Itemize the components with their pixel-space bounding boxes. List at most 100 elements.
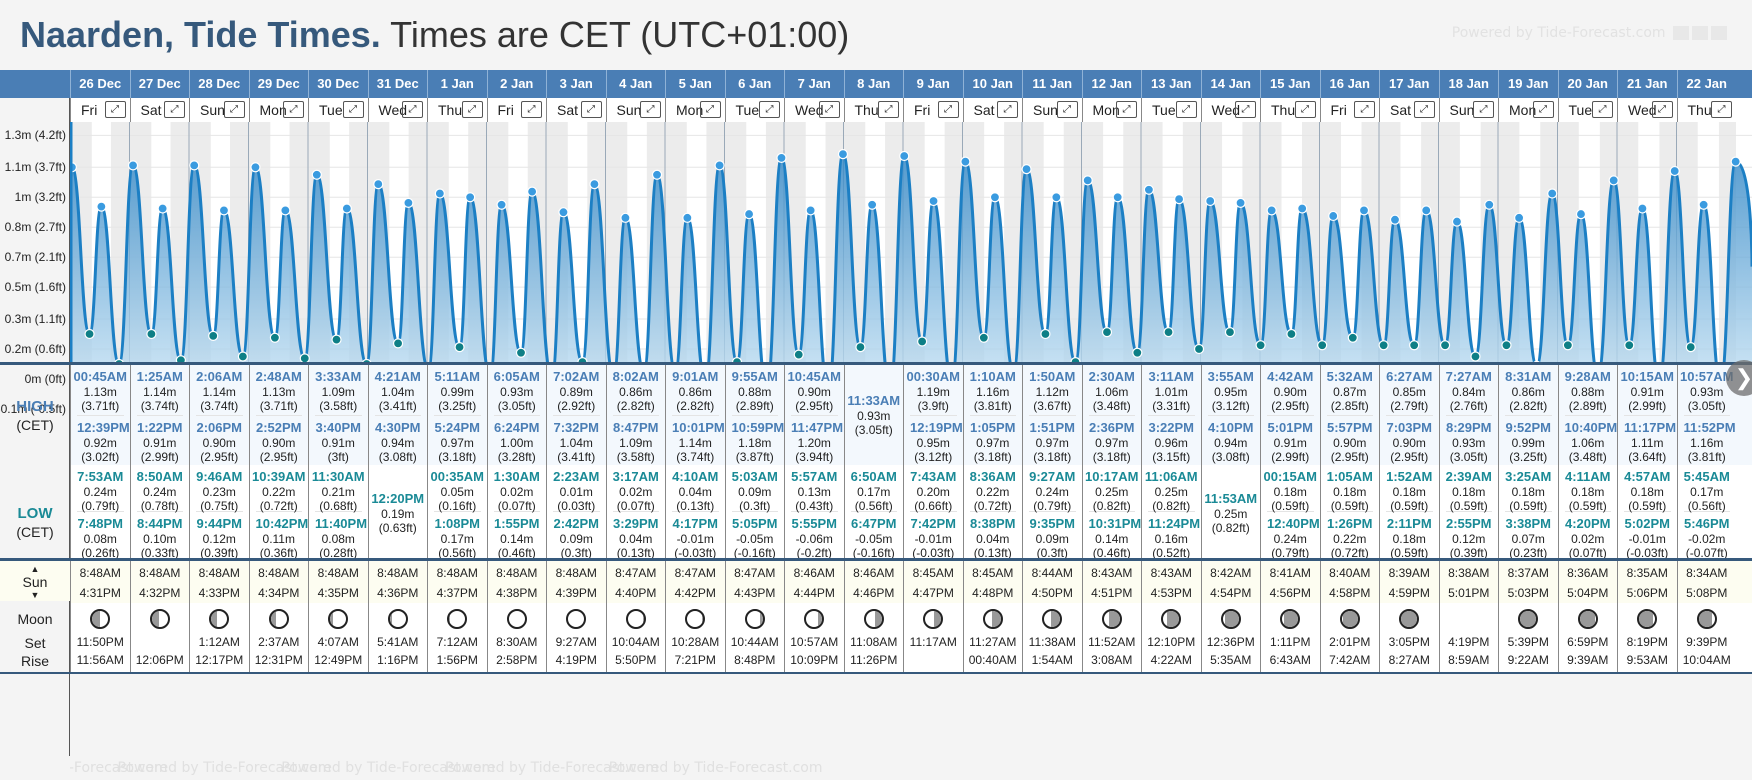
low-tide-time: 7:42PM	[910, 516, 957, 531]
sun-cell: 8:46AM 4:46PM	[843, 561, 904, 603]
powered-by-text: Powered by Tide-Forecast.com	[1451, 25, 1666, 41]
high-tide-height-ft: (3.9ft)	[917, 399, 949, 413]
expand-day-button[interactable]: ⤢	[937, 101, 959, 118]
expand-day-button[interactable]: ⤢	[223, 101, 245, 118]
high-tide-time: 9:55AM	[731, 369, 778, 384]
moon-shade	[151, 611, 159, 627]
low-tide-point	[1439, 340, 1451, 351]
expand-day-button[interactable]: ⤢	[878, 101, 899, 118]
low-tide-height-m: -0.01m	[914, 532, 952, 546]
low-tide-cell: 4:10AM 0.04m (0.13ft) 4:17PM -0.01m (-0.03ft)	[665, 465, 725, 560]
day-name: Thu	[1271, 102, 1296, 118]
expand-day-button[interactable]: ⤢	[1235, 101, 1256, 118]
sunset-time: 4:31PM	[79, 586, 121, 600]
high-tide-point	[899, 150, 910, 162]
day-cell: Tue ⤢	[1557, 98, 1618, 122]
low-tide-entry: 4:10AM 0.04m (0.13ft)	[666, 465, 725, 513]
high-tide-height-m: 0.86m	[1511, 385, 1545, 399]
day-cell: Wed ⤢	[1617, 98, 1677, 122]
expand-day-button[interactable]: ⤢	[521, 101, 542, 118]
low-tide-height-m: 0.14m	[1095, 532, 1129, 546]
high-tide-time: 10:59PM	[731, 420, 785, 435]
high-tide-height-m: 0.97m	[976, 436, 1010, 450]
expand-day-button[interactable]: ⤢	[640, 101, 661, 118]
low-tide-time: 11:30AM	[311, 469, 365, 484]
expand-day-button[interactable]: ⤢	[1294, 101, 1316, 118]
expand-day-button[interactable]: ⤢	[1532, 101, 1554, 118]
day-cell: Sun ⤢	[189, 98, 249, 122]
high-tide-height-m: 0.93m	[857, 409, 891, 423]
high-tide-entry: 2:06PM 0.90m (2.95ft)	[196, 415, 243, 465]
expand-day-button[interactable]: ⤢	[1592, 101, 1613, 118]
expand-day-button[interactable]: ⤢	[342, 101, 364, 118]
expand-day-button[interactable]: ⤢	[283, 101, 304, 118]
high-tide-entry: 11:33AM 0.93m (3.05ft)	[845, 389, 904, 439]
expand-day-button[interactable]: ⤢	[164, 101, 185, 118]
high-tide-cell: 7:27AM 0.84m (2.76ft) 8:29PM 0.93m (3.05ft)	[1438, 365, 1499, 465]
low-tide-point	[917, 336, 928, 347]
low-tide-row: 7:53AM 0.24m (0.79ft) 7:48PM 0.08m (0.26ft) 8:…	[70, 465, 1752, 560]
low-tide-cell: 3:25AM 0.18m (0.59ft) 3:38PM 0.07m (0.23ft)	[1498, 465, 1558, 560]
sunset-time: 4:40PM	[615, 586, 657, 600]
expand-day-button[interactable]: ⤢	[818, 101, 840, 118]
expand-day-button[interactable]: ⤢	[1473, 101, 1494, 118]
low-tide-height-m: 0.04m	[678, 485, 712, 499]
low-tide-cell: 00:15AM 0.18m (0.59ft) 12:40PM 0.24m (0.79ft)	[1260, 465, 1320, 560]
high-tide-time: 10:01PM	[672, 420, 725, 435]
low-tide-height-ft: (0.07ft)	[1568, 546, 1607, 560]
expand-day-button[interactable]: ⤢	[402, 101, 423, 118]
expand-day-button[interactable]: ⤢	[580, 101, 602, 118]
expand-day-button[interactable]: ⤢	[1116, 101, 1137, 118]
high-tide-point	[805, 205, 816, 216]
high-tide-height-ft: (3.28ft)	[497, 450, 536, 464]
low-tide-time: 10:17AM	[1085, 469, 1139, 484]
high-tide-height-m: 1.14m	[202, 385, 236, 399]
high-tide-height-ft: (3.12ft)	[1211, 399, 1250, 413]
expand-day-button[interactable]: ⤢	[1651, 101, 1673, 118]
moonset-time: 6:59PM	[1567, 635, 1609, 649]
high-tide-cell: 6:05AM 0.93m (3.05ft) 6:24PM 1.00m (3.28ft)	[486, 365, 547, 465]
moon-cell: 8:30AM 2:58PM	[486, 603, 547, 673]
moonrise-time: 6:43AM	[1269, 653, 1311, 667]
expand-day-button[interactable]: ⤢	[1056, 101, 1078, 118]
high-tide-time: 11:33AM	[847, 393, 901, 408]
day-name: Mon	[1092, 102, 1120, 118]
expand-day-button[interactable]: ⤢	[461, 101, 483, 118]
low-tide-height-m: 0.08m	[321, 532, 355, 546]
high-tide-height-m: 1.04m	[381, 385, 415, 399]
expand-day-button[interactable]: ⤢	[104, 101, 126, 118]
high-tide-point	[189, 160, 200, 171]
moon-shade	[1167, 611, 1180, 627]
moonset-time: 10:44AM	[730, 635, 779, 649]
powered-by-banner[interactable]: Powered by Tide-Forecast.com	[1452, 25, 1727, 41]
low-tide-entry: 11:53AM 0.25m (0.82ft)	[1202, 487, 1261, 535]
moon-shade	[92, 611, 101, 627]
moon-phase-icon	[863, 609, 884, 629]
high-tide-time: 6:27AM	[1386, 369, 1433, 384]
high-tide-time: 1:10AM	[969, 369, 1016, 384]
low-tide-height-m: 0.13m	[797, 485, 831, 499]
high-tide-height-m: 0.86m	[678, 385, 712, 399]
low-tide-entry: 7:43AM 0.20m (0.66ft)	[904, 465, 963, 513]
expand-day-button[interactable]: ⤢	[699, 101, 721, 118]
high-tide-point	[1173, 193, 1185, 205]
expand-day-button[interactable]: ⤢	[997, 101, 1018, 118]
expand-day-button[interactable]: ⤢	[1711, 101, 1732, 118]
expand-day-button[interactable]: ⤢	[759, 101, 780, 118]
expand-day-button[interactable]: ⤢	[1354, 101, 1375, 118]
low-tide-time: 8:44PM	[136, 516, 183, 531]
y-tick-label: 1.3m (4.2ft)	[4, 128, 66, 143]
next-days-button[interactable]: ❯	[1726, 360, 1752, 396]
expand-day-button[interactable]: ⤢	[1175, 101, 1197, 118]
high-tide-time: 2:06AM	[196, 369, 243, 384]
moon-shade	[643, 611, 644, 627]
y-tick-label: 0.5m (1.6ft)	[4, 280, 66, 295]
high-tide-entry: 8:02AM 0.86m (2.82ft)	[607, 365, 666, 415]
moon-cell: 3:05PM 8:27AM	[1379, 603, 1439, 673]
expand-icon: ⤢	[944, 104, 952, 115]
low-tide-height-m: 0.07m	[1511, 532, 1545, 546]
high-tide-entry: 9:52PM 0.99m (3.25ft)	[1505, 415, 1552, 465]
powered-by-footer[interactable]: Powered by Tide-Forecast.comPowered by T…	[70, 756, 1752, 780]
expand-day-button[interactable]: ⤢	[1413, 101, 1435, 118]
high-tide-entry: 3:22PM 0.96m (3.15ft)	[1148, 415, 1195, 465]
